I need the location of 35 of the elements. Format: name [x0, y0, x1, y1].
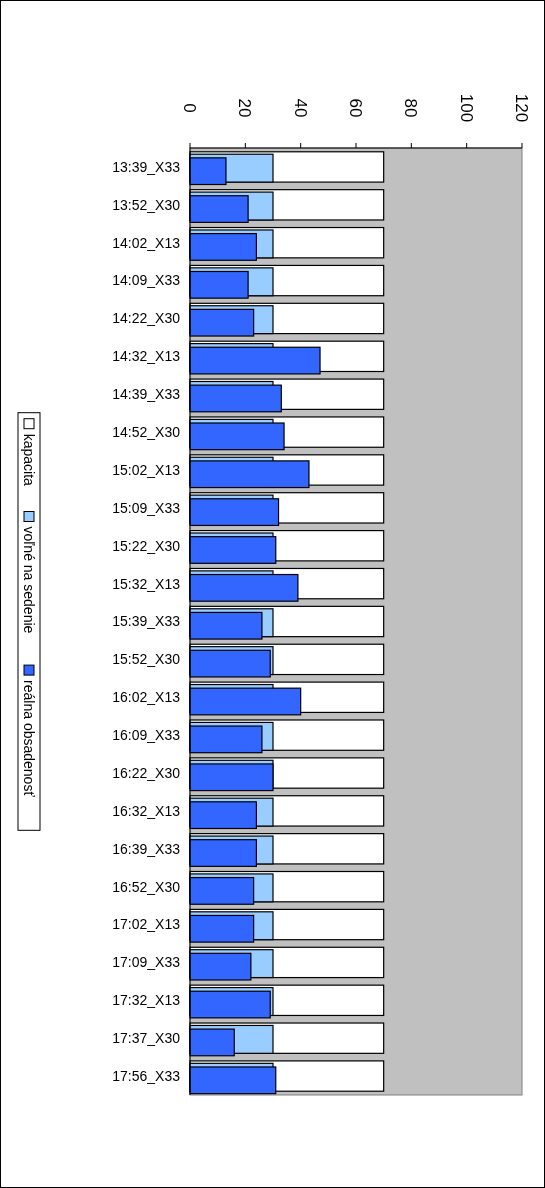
y-tick-label: 13:52_X30 — [112, 196, 181, 213]
legend-label: voľné na sedenie — [21, 526, 38, 634]
y-tick-label: 15:22_X30 — [112, 537, 181, 554]
y-tick-label: 14:39_X33 — [112, 386, 181, 403]
x-tick-label: 100 — [456, 93, 476, 123]
y-tick-label: 15:09_X33 — [112, 499, 181, 516]
x-tick-label: 40 — [290, 98, 310, 118]
x-tick-label: 60 — [346, 98, 366, 118]
x-tick-label: 80 — [401, 98, 421, 118]
y-tick-label: 15:02_X13 — [112, 461, 181, 478]
y-tick-label: 17:56_X33 — [112, 1067, 181, 1084]
legend-label: kapacita — [21, 433, 38, 487]
y-tick-label: 14:22_X30 — [112, 310, 181, 327]
y-tick-label: 15:39_X33 — [112, 613, 181, 630]
y-tick-label: 16:22_X30 — [112, 764, 181, 781]
y-tick-label: 15:32_X13 — [112, 575, 181, 592]
y-tick-label: 17:32_X13 — [112, 992, 181, 1009]
y-tick-label: 17:02_X13 — [112, 916, 181, 933]
y-tick-label: 16:02_X13 — [112, 689, 181, 706]
y-tick-label: 16:52_X30 — [112, 878, 181, 895]
y-tick-label: 14:09_X33 — [112, 272, 181, 289]
x-tick-label: 120 — [512, 93, 532, 123]
y-tick-label: 16:09_X33 — [112, 727, 181, 744]
y-tick-label: 14:52_X30 — [112, 424, 181, 440]
legend-label: reálna obsadenosť — [21, 680, 38, 798]
y-tick-label: 17:09_X33 — [112, 954, 181, 971]
y-tick-label: 17:37_X30 — [112, 1030, 181, 1047]
y-tick-label: 14:32_X13 — [112, 348, 181, 365]
y-tick-label: 13:39_X33 — [112, 158, 181, 175]
y-tick-label: 16:39_X33 — [112, 840, 181, 857]
x-tick-label: 20 — [235, 98, 255, 118]
y-tick-label: 15:52_X30 — [112, 651, 181, 668]
y-tick-label: 14:02_X13 — [112, 234, 181, 251]
y-tick-label: 16:32_X13 — [112, 802, 181, 819]
x-tick-label: 0 — [180, 103, 200, 113]
